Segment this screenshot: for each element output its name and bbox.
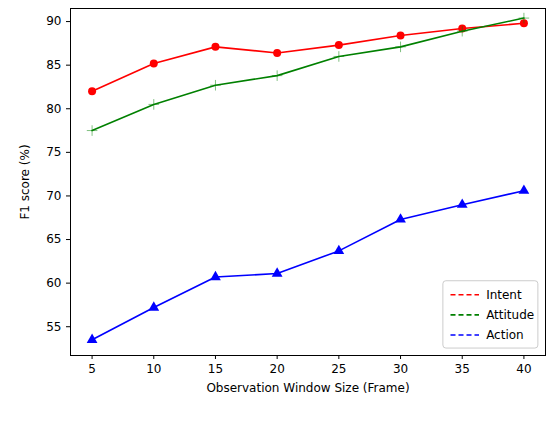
svg-text:Action: Action — [486, 328, 524, 342]
svg-text:55: 55 — [46, 320, 61, 334]
svg-text:F1 score (%): F1 score (%) — [18, 144, 32, 219]
svg-text:30: 30 — [393, 362, 408, 376]
svg-text:35: 35 — [455, 362, 470, 376]
svg-text:75: 75 — [46, 145, 61, 159]
svg-text:15: 15 — [208, 362, 223, 376]
svg-text:90: 90 — [46, 14, 61, 28]
svg-text:80: 80 — [46, 102, 61, 116]
svg-text:65: 65 — [46, 232, 61, 246]
svg-text:25: 25 — [331, 362, 346, 376]
svg-text:10: 10 — [146, 362, 161, 376]
svg-text:Observation Window Size (Frame: Observation Window Size (Frame) — [206, 381, 409, 395]
svg-text:Attitude: Attitude — [486, 308, 534, 322]
svg-text:Intent: Intent — [486, 288, 522, 302]
svg-text:70: 70 — [46, 189, 61, 203]
svg-text:20: 20 — [270, 362, 285, 376]
svg-text:85: 85 — [46, 58, 61, 72]
svg-text:5: 5 — [88, 362, 96, 376]
svg-text:40: 40 — [516, 362, 531, 376]
svg-text:60: 60 — [46, 276, 61, 290]
